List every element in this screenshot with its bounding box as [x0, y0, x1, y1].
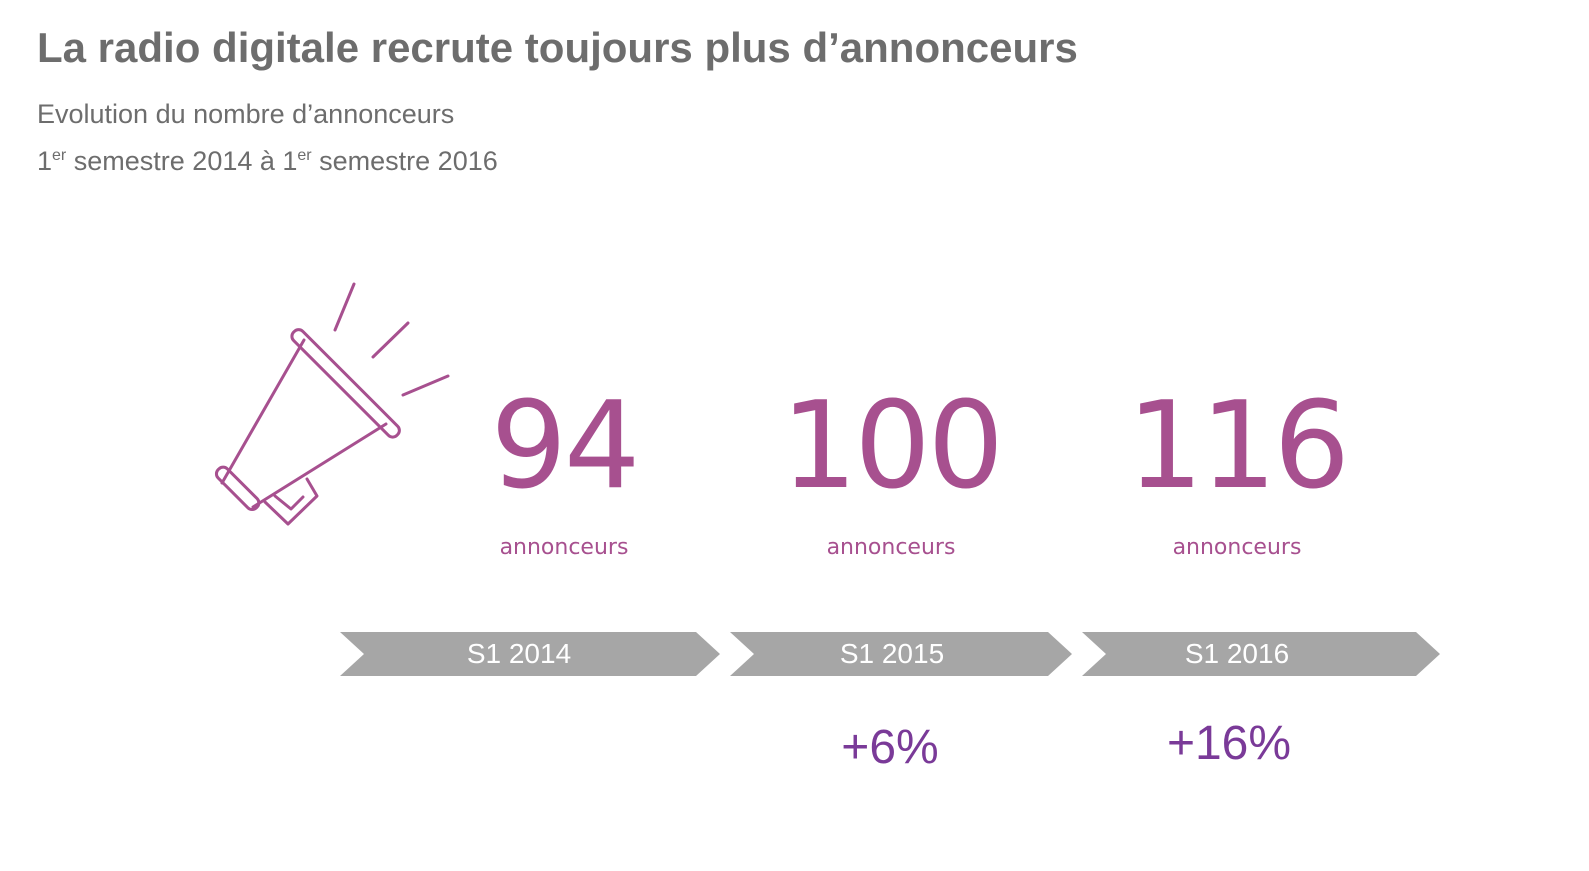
stat-unit: annonceurs — [1172, 535, 1302, 560]
period-label: S1 2014 — [466, 638, 572, 669]
stat-value: 116 — [1126, 377, 1350, 516]
megaphone-icon — [214, 282, 450, 526]
stat-value: 94 — [490, 377, 641, 516]
growth-s1-2015: +6% — [841, 721, 939, 774]
subtitle-line-2: 1er semestre 2014 à 1er semestre 2016 — [37, 148, 498, 175]
page-title: La radio digitale recrute toujours plus … — [37, 24, 1078, 71]
subtitle-part-3: semestre 2016 — [311, 146, 498, 176]
timeline-chevron-2014 — [340, 632, 720, 676]
stat-unit: annonceurs — [826, 535, 956, 560]
growth-s1-2016: +16% — [1166, 717, 1292, 770]
stat-s1-2015: 100 annonceurs — [731, 387, 1051, 567]
subtitle-line-1: Evolution du nombre d’annonceurs — [37, 99, 455, 129]
subtitle-sup-1: er — [52, 147, 67, 164]
stat-unit: annonceurs — [499, 535, 629, 560]
timeline-chevron-2015 — [730, 632, 1072, 676]
stat-s1-2014: 94 annonceurs — [404, 387, 724, 567]
period-label: S1 2015 — [839, 638, 945, 669]
stat-value: 100 — [780, 377, 1004, 516]
subtitle-part-2: semestre 2014 à 1 — [66, 146, 298, 176]
timeline-chevron-2016 — [1082, 632, 1440, 676]
period-label: S1 2016 — [1184, 638, 1290, 669]
stat-s1-2016: 116 annonceurs — [1077, 387, 1397, 567]
subtitle-sup-2: er — [297, 147, 312, 164]
subtitle-part-1: 1 — [37, 146, 53, 176]
